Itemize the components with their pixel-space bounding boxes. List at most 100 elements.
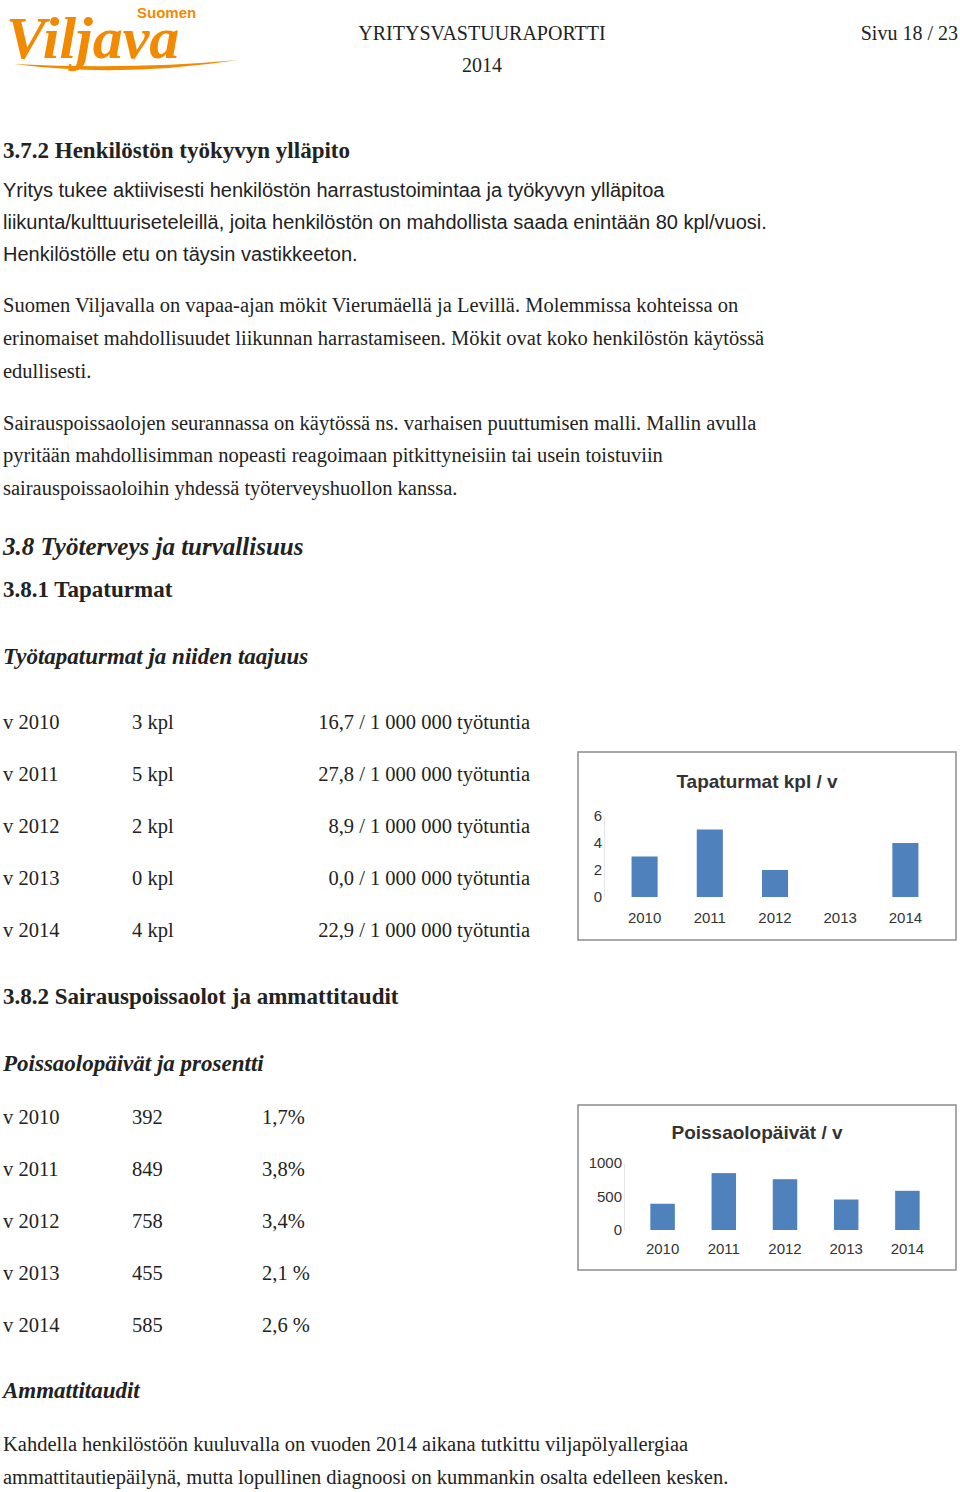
paragraph-line: Kahdella henkilöstöön kuuluvalla on vuod… <box>3 1433 688 1456</box>
heading: 3.8 Työterveys ja turvallisuus <box>2 533 303 560</box>
chart-frame <box>578 1105 956 1270</box>
bar <box>892 843 918 897</box>
table-cell: 22,9 / 1 000 000 työtuntia <box>318 919 530 942</box>
table-cell: 585 <box>132 1314 163 1336</box>
paragraph-line: erinomaiset mahdollisuudet liikunnan har… <box>3 327 764 350</box>
tick-label: 2014 <box>889 909 922 926</box>
bar <box>834 1200 858 1230</box>
bar <box>712 1173 736 1230</box>
tick: 2011 <box>694 909 726 926</box>
tick: 4 <box>594 834 604 851</box>
table-cell: 3,8% <box>262 1158 305 1180</box>
tick: 2 <box>594 861 604 878</box>
bars <box>632 830 919 898</box>
paragraph-line: edullisesti. <box>3 360 91 382</box>
paragraph-line: Yritys tukee aktiivisesti henkilöstön ha… <box>3 179 665 201</box>
subheading: Ammattitaudit <box>1 1378 140 1403</box>
table-cell: v 2013 <box>3 867 59 889</box>
table-cell: 1,7% <box>262 1106 305 1128</box>
table-cell: v 2013 <box>3 1262 59 1284</box>
table-cell: 392 <box>132 1106 163 1128</box>
table-cell: 3 kpl <box>132 711 174 734</box>
bar <box>650 1204 674 1230</box>
tick: 2012 <box>768 1240 801 1257</box>
chart-title: Poissaolopäivät / v <box>671 1122 842 1143</box>
table-cell: 2 kpl <box>132 815 174 838</box>
tick-label: 500 <box>597 1188 622 1205</box>
chart: Tapaturmat kpl / v0246201020112012201320… <box>578 752 956 940</box>
table-cell: v 2011 <box>3 1158 59 1180</box>
table-cell: 758 <box>132 1210 163 1232</box>
tick: 2013 <box>830 1240 863 1257</box>
table-cell: v 2012 <box>3 815 59 837</box>
paragraph-line: ammattitautiepäilynä, mutta lopullinen d… <box>3 1466 728 1489</box>
page-number: Sivu 18 / 23 <box>861 22 958 44</box>
tick-label: 2010 <box>646 1240 679 1257</box>
chart-frame <box>578 752 956 940</box>
paragraph-line: Sairauspoissaolojen seurannassa on käytö… <box>3 412 756 435</box>
heading: 3.8.2 Sairauspoissaolot ja ammattitaudit <box>3 984 399 1009</box>
paragraph-line: liikunta/kulttuuriseteleillä, joita henk… <box>3 211 767 233</box>
axis-line <box>624 1164 625 1231</box>
tick: 0 <box>594 888 604 905</box>
table-cell: v 2012 <box>3 1210 59 1232</box>
table-cell: 0 kpl <box>132 867 174 890</box>
table-cell: 849 <box>132 1158 163 1180</box>
logo-small: Suomen <box>137 4 196 21</box>
heading: 3.8.1 Tapaturmat <box>3 577 173 602</box>
table-cell: 2,1 % <box>262 1262 310 1284</box>
x-axis: 2010 2011 2012 2013 2014 <box>646 1240 924 1257</box>
tick-label: 1000 <box>589 1154 622 1171</box>
tick-label: 2012 <box>758 909 791 926</box>
tick-label: 2 <box>594 861 602 878</box>
y-axis: 0 2 4 6 <box>594 807 605 905</box>
paragraph-line: sairauspoissaoloihin yhdessä työterveysh… <box>3 477 457 500</box>
bar <box>895 1191 919 1230</box>
tick: 2010 <box>646 1240 679 1257</box>
tick-label: 2014 <box>891 1240 924 1257</box>
x-axis: 2010 2011 2012 2013 2014 <box>628 909 922 926</box>
bar <box>762 870 788 897</box>
table-cell: 16,7 / 1 000 000 työtuntia <box>318 711 530 734</box>
tick: 2014 <box>889 909 922 926</box>
heading: 3.7.2 Henkilöstön työkyvyn ylläpito <box>3 138 350 163</box>
bar <box>697 830 723 898</box>
table-cell: 0,0 / 1 000 000 työtuntia <box>328 867 530 890</box>
axis-line <box>604 817 605 898</box>
tick: 2013 <box>824 909 857 926</box>
table-cell: 5 kpl <box>132 763 174 786</box>
tick-label: 2013 <box>824 909 857 926</box>
report-year: 2014 <box>462 54 502 76</box>
chart-title: Tapaturmat kpl / v <box>676 771 838 792</box>
tick-label: 0 <box>594 888 602 905</box>
tick: 1000 <box>589 1154 624 1171</box>
paragraph-line: pyritään mahdollisimman nopeasti reagoim… <box>3 444 663 467</box>
tick: 500 <box>597 1188 624 1205</box>
tick: 2011 <box>708 1240 740 1257</box>
header: ViljavaSuomenYRITYSVASTUURAPORTTI2014Siv… <box>6 4 958 76</box>
subheading: Työtapaturmat ja niiden taajuus <box>3 644 308 669</box>
tick: 2014 <box>891 1240 924 1257</box>
tick-label: 2012 <box>768 1240 801 1257</box>
table-cell: 455 <box>132 1262 163 1284</box>
tick-label: 2011 <box>708 1240 740 1257</box>
bars <box>650 1173 919 1230</box>
tick: 0 <box>614 1221 624 1238</box>
chart: Poissaolopäivät / v050010002010201120122… <box>578 1105 956 1270</box>
paragraph-line: Henkilöstölle etu on täysin vastikkeeton… <box>3 243 358 265</box>
tick: 2010 <box>628 909 661 926</box>
y-axis: 0 500 1000 <box>589 1154 625 1238</box>
report-title: YRITYSVASTUURAPORTTI <box>358 22 605 44</box>
tick: 6 <box>594 807 604 824</box>
bar <box>773 1179 797 1230</box>
table-cell: 27,8 / 1 000 000 työtuntia <box>318 763 530 786</box>
table-cell: v 2010 <box>3 1106 59 1128</box>
table-cell: v 2014 <box>3 919 59 941</box>
bar <box>827 897 853 898</box>
table-cell: v 2010 <box>3 711 59 733</box>
tick-label: 6 <box>594 807 602 824</box>
tick-label: 2011 <box>694 909 726 926</box>
table-cell: v 2011 <box>3 763 59 785</box>
table-cell: 4 kpl <box>132 919 174 942</box>
table-cell: 3,4% <box>262 1210 305 1232</box>
